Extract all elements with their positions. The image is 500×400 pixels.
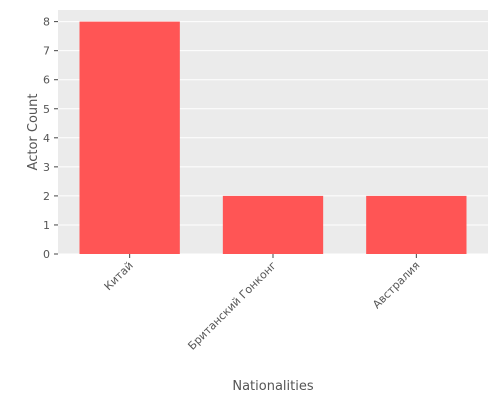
bars [79,21,467,254]
y-tick-label: 5 [43,103,50,116]
y-tick-label: 2 [43,190,50,203]
x-axis-title: Nationalities [232,379,313,394]
y-tick-label: 1 [43,219,50,232]
y-axis-ticks: 0 1 2 3 4 5 6 7 8 [43,16,58,261]
bar [79,21,180,254]
y-tick-label: 4 [43,132,50,145]
x-tick-label: Австралия [370,259,422,311]
y-axis-title: Actor Count [26,94,41,171]
bar [366,195,467,254]
x-axis-ticks: Китай Британский Гонконг Австралия [102,254,422,353]
x-tick-label: Британский Гонконг [185,259,279,353]
y-tick-label: 6 [43,74,50,87]
y-tick-label: 3 [43,161,50,174]
y-tick-label: 7 [43,45,50,58]
x-tick-label: Китай [102,259,136,293]
bar [222,195,324,254]
y-tick-label: 0 [43,248,50,261]
y-tick-label: 8 [43,16,50,29]
